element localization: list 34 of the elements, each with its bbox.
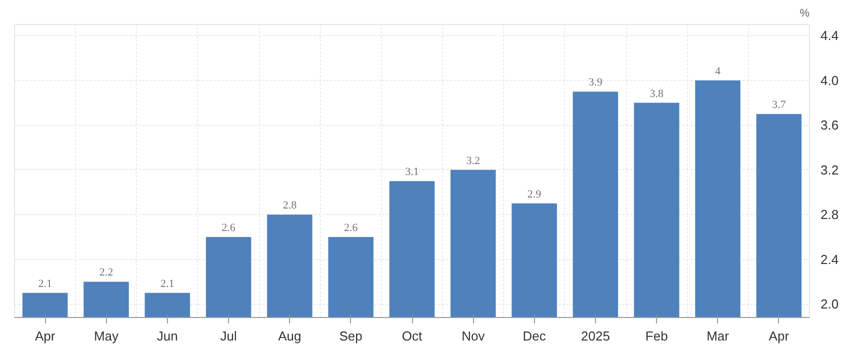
x-tick-label: Jul bbox=[220, 328, 237, 344]
data-label: 3.1 bbox=[405, 166, 419, 178]
data-label: 3.8 bbox=[650, 88, 664, 100]
x-tick-label: Apr bbox=[34, 328, 56, 344]
data-label: 2.1 bbox=[38, 278, 52, 290]
y-tick-label: 3.2 bbox=[820, 162, 839, 178]
data-label: 3.2 bbox=[466, 154, 480, 167]
x-tick-label: Dec bbox=[522, 328, 546, 344]
x-tick-label: Jun bbox=[156, 328, 178, 344]
data-label: 2.2 bbox=[99, 266, 114, 279]
y-tick-label: 2.8 bbox=[820, 207, 839, 222]
data-label: 4 bbox=[715, 65, 722, 78]
y-axis-title: % bbox=[800, 8, 810, 20]
data-label: 2.6 bbox=[222, 222, 236, 234]
x-tick-label: Feb bbox=[645, 328, 668, 344]
x-tick-label: Mar bbox=[706, 328, 730, 344]
y-tick-label: 2.0 bbox=[820, 296, 839, 312]
y-tick-label: 4.0 bbox=[820, 72, 839, 88]
data-label: 3.7 bbox=[772, 98, 786, 111]
y-tick-label: 2.4 bbox=[820, 252, 839, 267]
data-label: 2.9 bbox=[527, 188, 542, 200]
data-label: 2.6 bbox=[344, 222, 358, 234]
x-tick-label: Sep bbox=[339, 328, 362, 344]
y-tick-label: 3.6 bbox=[820, 118, 839, 133]
data-label: 3.9 bbox=[588, 76, 603, 89]
x-tick-label: May bbox=[94, 328, 120, 344]
x-tick-label: Nov bbox=[462, 328, 486, 344]
data-label: 2.1 bbox=[160, 278, 174, 290]
data-label: 2.8 bbox=[282, 200, 298, 212]
x-tick-label: 2025 bbox=[581, 328, 610, 344]
x-tick-label: Aug bbox=[278, 328, 302, 344]
y-tick-label: 4.4 bbox=[820, 28, 839, 44]
x-tick-label: Apr bbox=[768, 328, 790, 344]
x-tick-label: Oct bbox=[402, 328, 422, 344]
